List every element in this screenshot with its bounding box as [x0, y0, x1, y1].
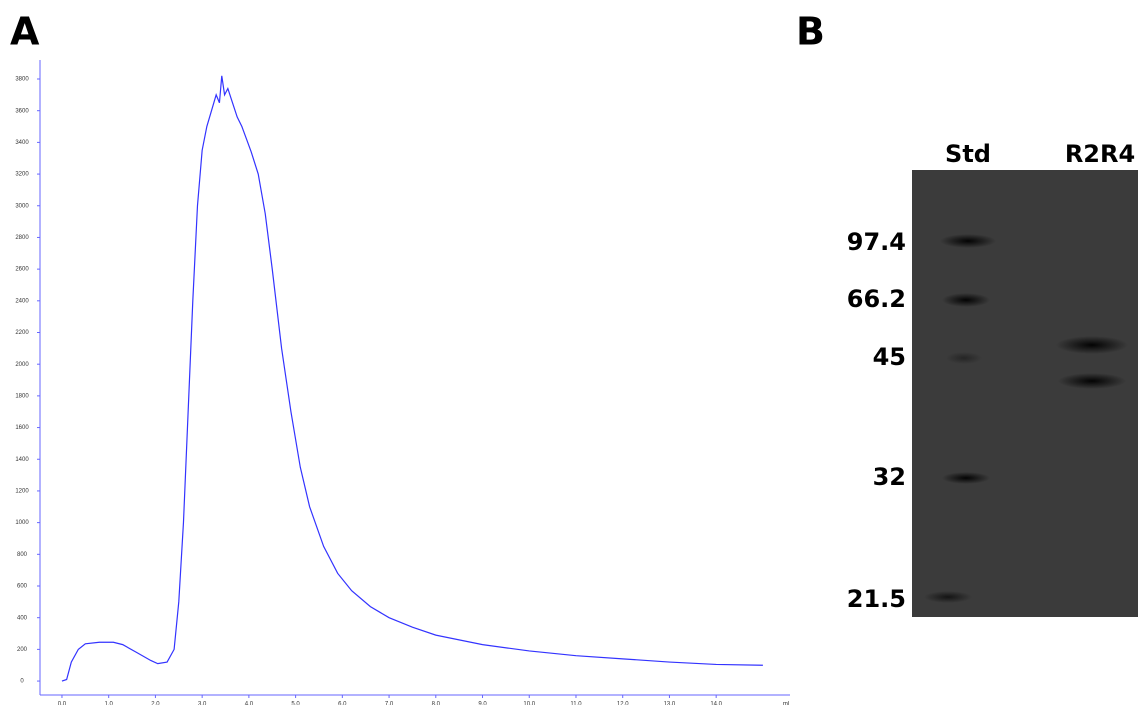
y-tick-label: 1400	[15, 457, 29, 463]
data-line	[62, 76, 763, 681]
y-tick-label: 1600	[15, 425, 29, 431]
gel-band	[942, 472, 990, 484]
y-tick-label: 0	[20, 679, 24, 685]
y-tick-label: 2000	[15, 362, 29, 368]
y-tick-label: 1200	[15, 489, 29, 495]
x-tick-label: 11.0	[570, 702, 582, 705]
y-tick-label: 3400	[15, 140, 29, 146]
panel-label: B	[796, 10, 825, 54]
x-tick-label: 2.0	[151, 702, 160, 705]
y-tick-label: 1000	[15, 520, 29, 526]
y-tick-label: 400	[17, 615, 28, 621]
x-tick-label: 1.0	[105, 702, 114, 705]
gel: Std R2R4 97.4 66.2 45 32 21.5	[847, 140, 1138, 617]
lane-label: Std	[945, 140, 991, 168]
y-tick-label: 3200	[15, 172, 29, 178]
y-tick-label: 600	[17, 584, 28, 590]
figure: A B Std R2R4 97.4 66.2 45 32 21.5 0 200 40…	[0, 0, 1138, 705]
y-tick-label: 200	[17, 647, 28, 653]
marker-label: 97.4	[847, 228, 906, 256]
y-tick-label: 1800	[15, 393, 29, 399]
x-tick-label: 9.0	[478, 702, 487, 705]
x-tick-label: 0.0	[58, 702, 67, 705]
y-tick-label: 3600	[15, 108, 29, 114]
gel-band	[1056, 336, 1128, 354]
y-tick-label: 2400	[15, 298, 29, 304]
x-tick-label: 13.0	[664, 702, 676, 705]
marker-label: 66.2	[847, 285, 906, 313]
panel-label: A	[10, 10, 40, 54]
x-tick-label: 6.0	[338, 702, 347, 705]
gel-band	[940, 234, 996, 248]
y-tick-label: 2200	[15, 330, 29, 336]
marker-label: 21.5	[847, 585, 906, 613]
x-tick-label: 10.0	[523, 702, 535, 705]
x-tick-label: 5.0	[291, 702, 300, 705]
gel-band	[942, 293, 990, 307]
x-tick-label: 12.0	[617, 702, 629, 705]
y-tick-label: 3800	[15, 77, 29, 83]
y-tick-label: 800	[17, 552, 28, 558]
x-tick-label: 8.0	[432, 702, 441, 705]
x-tick-label: 7.0	[385, 702, 394, 705]
y-tick-label: 2600	[15, 267, 29, 273]
marker-label: 32	[873, 463, 906, 491]
x-tick-label: 3.0	[198, 702, 207, 705]
y-tick-label: 2800	[15, 235, 29, 241]
marker-label: 45	[873, 343, 906, 371]
gel-band	[1058, 373, 1126, 389]
gel-band	[924, 591, 972, 603]
gel-band	[946, 352, 982, 364]
x-tick-label: 14.0	[710, 702, 722, 705]
x-tick-label: 4.0	[245, 702, 254, 705]
x-axis-label: ml	[783, 702, 789, 705]
lane-label: R2R4	[1065, 140, 1135, 168]
y-tick-label: 3000	[15, 203, 29, 209]
